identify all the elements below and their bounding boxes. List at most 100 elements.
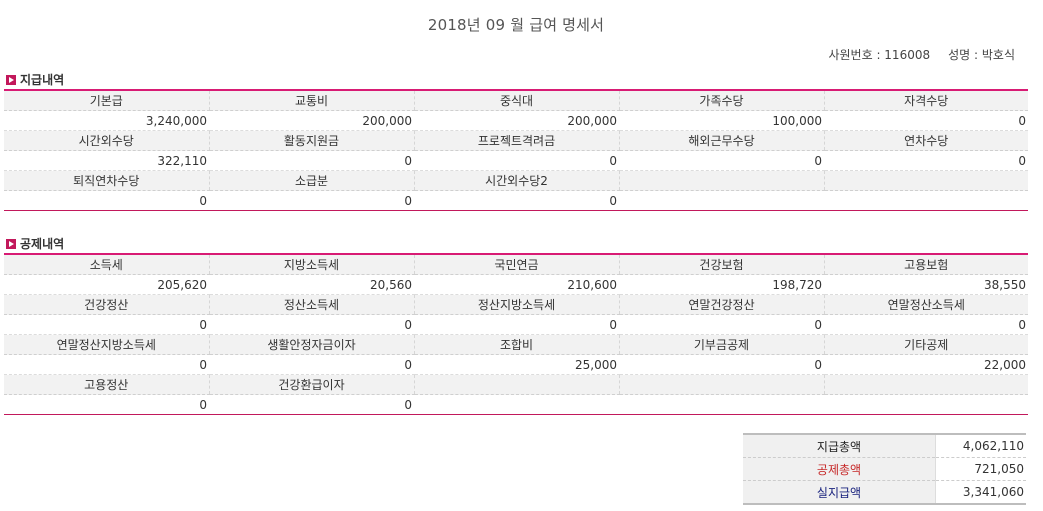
earnings-value: 3,240,000: [4, 110, 209, 131]
deductions-value: 0: [199, 397, 207, 412]
deductions-value: 0: [619, 314, 824, 335]
deductions-label: [823, 374, 1028, 395]
deductions-value: 0: [4, 314, 209, 335]
deductions-label: [618, 374, 824, 395]
pay-total-value: 4,062,110: [935, 434, 1026, 458]
deductions-value: [414, 395, 619, 415]
deductions-heading-label: 공제내역: [20, 237, 65, 251]
earnings-heading-label: 지급내역: [20, 73, 65, 87]
deductions-label: 국민연금: [413, 254, 619, 275]
deduct-total-label: 공제총액: [743, 457, 936, 481]
deductions-label: [413, 374, 619, 395]
summary-row-pay-total: 지급총액 4,062,110: [743, 434, 1026, 458]
earnings-label: [618, 170, 824, 191]
earnings-value: 0: [209, 150, 414, 171]
deductions-value: 0: [4, 354, 209, 375]
section-bullet-icon: [6, 239, 16, 249]
deductions-label: 건강보험: [618, 254, 824, 275]
deductions-label: 정산소득세: [208, 294, 414, 315]
deductions-value: 0: [209, 354, 414, 375]
earnings-value: 0: [619, 150, 824, 171]
deductions-value: 20,560: [209, 274, 414, 295]
deductions-section-heading: 공제내역: [6, 237, 64, 251]
earnings-label: 활동지원금: [208, 130, 414, 151]
earnings-label: 프로젝트격려금: [413, 130, 619, 151]
summary-row-deduct-total: 공제총액 721,050: [743, 457, 1026, 481]
deductions-label: 고용보험: [823, 254, 1028, 275]
deductions-value: 198,720: [619, 274, 824, 295]
earnings-value: 0: [824, 110, 1028, 131]
earnings-label: 해외근무수당: [618, 130, 824, 151]
deductions-value: 205,620: [4, 274, 209, 295]
earnings-label: 기본급: [4, 90, 209, 111]
earnings-value: 0: [824, 150, 1028, 171]
deductions-value: 0: [404, 397, 412, 412]
deductions-value: 210,600: [414, 274, 619, 295]
deductions-value-row: 0 0: [4, 395, 1028, 415]
deductions-value: 25,000: [414, 354, 619, 375]
earnings-label: 시간외수당2: [413, 170, 619, 191]
earnings-value-row: 3,240,000 200,000 200,000 100,000 0: [4, 110, 1028, 131]
deductions-value: 0: [209, 314, 414, 335]
deductions-label: 연말정산소득세: [823, 294, 1028, 315]
deduct-total-value: 721,050: [935, 457, 1026, 481]
earnings-value: 0: [404, 193, 412, 208]
earnings-label: 중식대: [413, 90, 619, 111]
deductions-header-row: 고용정산 건강환급이자: [4, 374, 1028, 395]
earnings-value: 200,000: [414, 110, 619, 131]
earnings-table: 기본급 교통비 중식대 가족수당 자격수당 3,240,000 200,000 …: [4, 89, 1028, 211]
earnings-label: 연차수당: [823, 130, 1028, 151]
earnings-header-row: 기본급 교통비 중식대 가족수당 자격수당: [4, 90, 1028, 111]
earnings-value: [824, 191, 1028, 211]
earnings-value: 0: [199, 193, 207, 208]
summary-table: 지급총액 4,062,110 공제총액 721,050 실지급액 3,341,0…: [743, 433, 1026, 505]
deductions-table: 소득세 지방소득세 국민연금 건강보험 고용보험 205,620 20,560 …: [4, 253, 1028, 415]
deductions-label: 지방소득세: [208, 254, 414, 275]
deductions-label: 생활안정자금이자: [208, 334, 414, 355]
deductions-value: 38,550: [824, 274, 1028, 295]
deductions-label: 연말건강정산: [618, 294, 824, 315]
deductions-value: 0: [414, 314, 619, 335]
deductions-value: [824, 395, 1028, 415]
employee-name: 성명 : 박호식: [948, 48, 1015, 62]
earnings-section-heading: 지급내역: [6, 73, 64, 87]
deductions-label: 정산지방소득세: [413, 294, 619, 315]
earnings-value-row: 0 0 0: [4, 191, 1028, 211]
deductions-label: 건강정산: [4, 294, 209, 315]
deductions-value: 0: [824, 314, 1028, 335]
net-pay-label: 실지급액: [743, 480, 936, 504]
deductions-value: 22,000: [824, 354, 1028, 375]
earnings-value: 0: [609, 193, 617, 208]
deductions-header-row: 건강정산 정산소득세 정산지방소득세 연말건강정산 연말정산소득세: [4, 294, 1028, 315]
summary-row-net: 실지급액 3,341,060: [743, 480, 1026, 504]
deductions-value: 0: [619, 354, 824, 375]
section-bullet-icon: [6, 75, 16, 85]
deductions-label: 기부금공제: [618, 334, 824, 355]
earnings-value-row: 322,110 0 0 0 0: [4, 150, 1028, 171]
deductions-label: 건강환급이자: [208, 374, 414, 395]
earnings-value: 322,110: [4, 150, 209, 171]
earnings-label: 소급분: [208, 170, 414, 191]
earnings-value: 100,000: [619, 110, 824, 131]
deductions-label: 기타공제: [823, 334, 1028, 355]
net-pay-value: 3,341,060: [935, 480, 1026, 504]
deductions-value-row: 205,620 20,560 210,600 198,720 38,550: [4, 274, 1028, 295]
deductions-label: 연말정산지방소득세: [4, 334, 209, 355]
earnings-value: [619, 191, 824, 211]
deductions-label: 소득세: [4, 254, 209, 275]
deductions-header-row: 소득세 지방소득세 국민연금 건강보험 고용보험: [4, 254, 1028, 275]
deductions-value-row: 0 0 25,000 0 22,000: [4, 354, 1028, 375]
pay-total-label: 지급총액: [743, 434, 936, 458]
earnings-value: 0: [414, 150, 619, 171]
earnings-label: 퇴직연차수당: [4, 170, 209, 191]
employee-id: 사원번호 : 116008: [828, 48, 931, 62]
earnings-label: 자격수당: [823, 90, 1028, 111]
deductions-value-row: 0 0 0 0 0: [4, 314, 1028, 335]
earnings-label: 교통비: [208, 90, 414, 111]
earnings-header-row: 시간외수당 활동지원금 프로젝트격려금 해외근무수당 연차수당: [4, 130, 1028, 151]
earnings-header-row: 퇴직연차수당 소급분 시간외수당2: [4, 170, 1028, 191]
deductions-value: [619, 395, 824, 415]
earnings-label: 시간외수당: [4, 130, 209, 151]
deductions-label: 고용정산: [4, 374, 209, 395]
earnings-label: 가족수당: [618, 90, 824, 111]
